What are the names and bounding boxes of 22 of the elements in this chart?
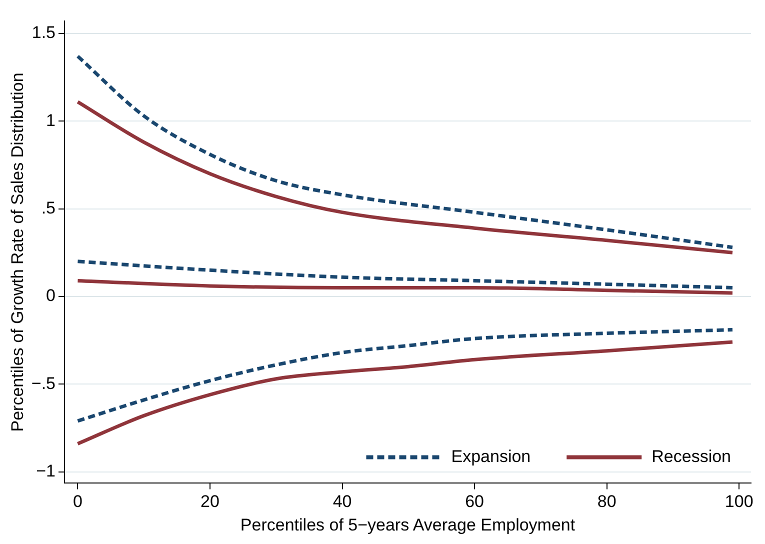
y-tick-label: −.5 [31,374,56,393]
line-series [76,340,734,446]
x-axis-title: Percentiles of 5−years Average Employment [240,515,576,534]
legend-label: Recession [652,446,732,466]
y-tick-label: −1 [36,461,56,480]
line-series [76,260,734,290]
line-series [76,54,734,250]
x-tick-label: 60 [465,492,484,512]
line-series [76,278,734,295]
x-tick-label: 100 [724,492,754,512]
x-tick-label: 40 [332,492,352,512]
legend-label: Expansion [451,446,531,466]
x-tick-label: 20 [200,492,220,512]
y-axis-title: Percentiles of Growth Rate of Sales Distribution [8,72,27,432]
y-tick-label: 1 [46,110,56,130]
y-tick-label: 0 [46,286,56,306]
x-tick-label: 80 [597,492,616,512]
y-tick-label: .5 [41,198,56,218]
y-tick-label: 1.5 [32,23,56,42]
line-series [76,328,734,423]
x-tick-label: 0 [73,492,82,512]
line-series [76,100,734,254]
